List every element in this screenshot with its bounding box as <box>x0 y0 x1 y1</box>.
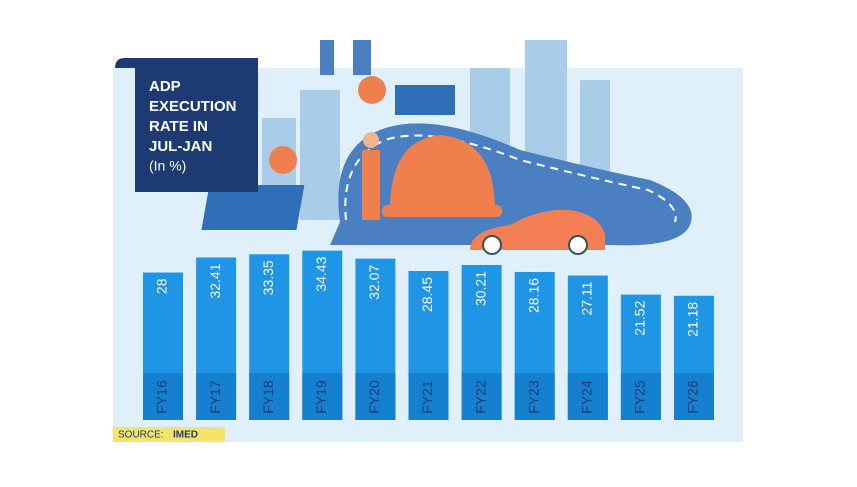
x-tick-label: FY16 <box>154 380 170 414</box>
illustration <box>201 40 692 255</box>
value-label: 32.41 <box>207 263 223 298</box>
x-tick-label: FY20 <box>366 380 382 414</box>
title-group: ADP EXECUTION RATE IN JUL-JAN <box>149 78 237 155</box>
bar-label-area <box>461 373 502 420</box>
x-tick-label: FY21 <box>419 380 435 414</box>
title-line: ADP <box>149 78 181 95</box>
subtitle: (In %) <box>149 158 186 174</box>
source: IMED <box>173 430 198 441</box>
value-label: 28 <box>154 278 170 294</box>
bar-label-area <box>620 373 661 420</box>
bar-label-area <box>249 373 290 420</box>
x-tick-label: FY17 <box>207 380 223 414</box>
title-line: RATE IN <box>149 118 208 135</box>
bar-label-area <box>302 373 343 420</box>
value-label: 34.43 <box>313 256 329 291</box>
bar-label-area <box>514 373 555 420</box>
x-tick-label: FY22 <box>472 380 488 414</box>
source-box <box>113 427 225 442</box>
value-label: 32.07 <box>366 264 382 299</box>
value-label: 21.18 <box>685 302 701 337</box>
value-label: 33.35 <box>260 260 276 295</box>
bar-label-area <box>196 373 237 420</box>
value-label: 27.11 <box>579 281 595 315</box>
x-tick-label: FY19 <box>313 380 329 414</box>
x-tick-label: FY26 <box>685 380 701 414</box>
value-label: 28.16 <box>525 278 541 313</box>
value-label: 28.45 <box>419 277 435 312</box>
x-tick-label: FY25 <box>632 380 648 414</box>
bar-label-area <box>567 373 608 420</box>
bar-label-area <box>408 373 449 420</box>
value-label: 30.21 <box>472 271 488 306</box>
bar-label-area <box>355 373 396 420</box>
x-tick-label: FY18 <box>260 380 276 414</box>
title-line: EXECUTION <box>149 98 237 115</box>
source-label: SOURCE: <box>118 430 164 441</box>
value-label: 21.52 <box>632 300 648 335</box>
bar-label-area <box>143 373 183 420</box>
title-box <box>115 58 258 192</box>
bar-label-area <box>674 373 714 420</box>
title-line: JUL-JAN <box>149 138 212 155</box>
x-tick-label: FY23 <box>525 380 541 414</box>
x-tick-label: FY24 <box>579 380 595 414</box>
